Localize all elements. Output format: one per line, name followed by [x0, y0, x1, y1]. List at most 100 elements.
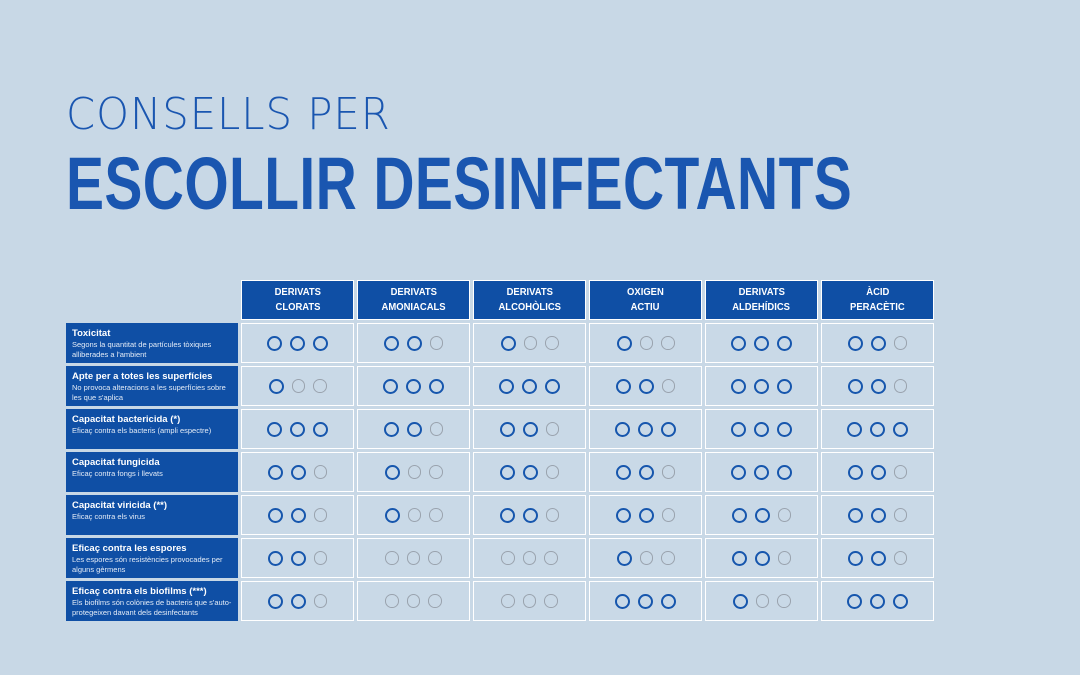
rating-circle-filled-icon [383, 335, 399, 351]
rating-cell [589, 409, 702, 449]
rating-circle-filled-icon [290, 464, 306, 480]
rating-circle-filled-icon [661, 421, 676, 437]
rating-cell [473, 323, 586, 363]
rating-circle-filled-icon [847, 507, 863, 523]
column-header-line2: CLORATS [275, 301, 320, 313]
table-row: Eficaç contra les espores Les espores só… [66, 538, 937, 578]
rating-circle-filled-icon [616, 550, 632, 566]
row-label: Capacitat bactericida (*) Eficaç contra … [66, 409, 238, 449]
rating-cell [589, 452, 702, 492]
rating-circle-filled-icon [847, 335, 863, 351]
row-description: Segons la quantitat de partícules tòxiqu… [72, 340, 212, 359]
rating-circle-filled-icon [500, 335, 516, 351]
rating-circle-filled-icon [754, 550, 770, 566]
rating-cell [589, 366, 702, 406]
table-row: Capacitat fungicida Eficaç contra fongs … [66, 452, 937, 492]
rating-circle-empty-icon [661, 465, 676, 479]
row-label: Eficaç contra els biofilms (***) Els bio… [66, 581, 238, 621]
row-title: Toxicitat [72, 328, 111, 339]
row-description: Els biofilms són colònies de bacteris qu… [72, 598, 232, 617]
rating-cell [705, 495, 818, 535]
row-title: Eficaç contra els biofilms (***) [72, 586, 207, 597]
page-title: CONSELLS PER ESCOLLIR DESINFECTANTS [66, 90, 1080, 224]
rating-circle-filled-icon [870, 507, 886, 523]
rating-cell [589, 495, 702, 535]
rating-cell [821, 452, 934, 492]
rating-cell [705, 366, 818, 406]
column-header: DERIVATS ALCOHÒLICS [473, 280, 586, 320]
rating-circle-empty-icon [522, 551, 537, 565]
title-line-2: ESCOLLIR DESINFECTANTS [66, 142, 853, 225]
rating-circle-filled-icon [384, 507, 400, 523]
rating-cell [589, 581, 702, 621]
column-header-line1: DERIVATS [738, 286, 785, 298]
rating-circle-filled-icon [731, 421, 746, 437]
rating-circle-filled-icon [290, 335, 305, 351]
rating-circle-filled-icon [267, 550, 283, 566]
rating-circle-empty-icon [893, 508, 908, 522]
rating-circle-filled-icon [777, 378, 792, 394]
rating-circle-filled-icon [406, 421, 422, 437]
rating-circle-filled-icon [777, 421, 792, 437]
title-line-1: CONSELLS PER [66, 89, 391, 140]
rating-circle-empty-icon [428, 551, 442, 565]
rating-circle-empty-icon [429, 465, 443, 479]
rating-circle-empty-icon [313, 594, 328, 608]
rating-circle-filled-icon [615, 593, 630, 609]
rating-circle-empty-icon [523, 336, 537, 350]
column-header: DERIVATS CLORATS [241, 280, 354, 320]
rating-cell [705, 538, 818, 578]
rating-cell [473, 366, 586, 406]
column-header-line1: OXIGEN [627, 286, 664, 298]
column-header-line2: ALDEHÍDICS [732, 301, 791, 313]
table-row: Toxicitat Segons la quantitat de partícu… [66, 323, 937, 363]
row-label: Capacitat fungicida Eficaç contra fongs … [66, 452, 238, 492]
rating-circle-empty-icon [545, 465, 560, 479]
rating-cell [821, 495, 934, 535]
column-header-line2: AMONIACALS [381, 301, 446, 313]
rating-circle-empty-icon [291, 379, 305, 393]
rating-cell [705, 323, 818, 363]
rating-cell [473, 409, 586, 449]
rating-cell [705, 452, 818, 492]
column-header-line2: PERACÈTIC [850, 301, 905, 313]
rating-cell [357, 581, 470, 621]
rating-circle-empty-icon [661, 336, 675, 350]
rating-circle-filled-icon [870, 593, 885, 609]
table-row: Apte per a totes les superfícies No prov… [66, 366, 937, 406]
rating-circle-filled-icon [313, 335, 328, 351]
rating-cell [241, 495, 354, 535]
rating-circle-filled-icon [777, 335, 792, 351]
rating-circle-empty-icon [661, 379, 676, 393]
row-label: Eficaç contra les espores Les espores só… [66, 538, 238, 578]
rating-circle-filled-icon [545, 378, 560, 394]
rating-circle-filled-icon [290, 593, 306, 609]
rating-cell [589, 538, 702, 578]
rating-circle-filled-icon [383, 421, 399, 437]
rating-circle-filled-icon [638, 464, 654, 480]
rating-circle-empty-icon [661, 551, 675, 565]
table-row: Capacitat bactericida (*) Eficaç contra … [66, 409, 937, 449]
rating-circle-filled-icon [267, 421, 282, 437]
column-header: DERIVATS ALDEHÍDICS [705, 280, 818, 320]
rating-circle-empty-icon [545, 508, 560, 522]
rating-cell [821, 581, 934, 621]
rating-cell [589, 323, 702, 363]
rating-cell [821, 323, 934, 363]
rating-circle-empty-icon [777, 594, 791, 608]
rating-cell [357, 495, 470, 535]
rating-circle-filled-icon [754, 378, 769, 394]
rating-circle-filled-icon [267, 507, 283, 523]
rating-circle-filled-icon [499, 507, 515, 523]
column-header: DERIVATS AMONIACALS [357, 280, 470, 320]
rating-circle-filled-icon [615, 421, 630, 437]
rating-circle-filled-icon [429, 378, 444, 394]
rating-circle-filled-icon [661, 593, 676, 609]
rating-circle-filled-icon [406, 335, 422, 351]
rating-circle-filled-icon [290, 421, 305, 437]
rating-circle-empty-icon [407, 508, 421, 522]
rating-circle-filled-icon [268, 378, 284, 394]
row-description: Les espores són resistències provocades … [72, 555, 223, 574]
column-header: ÀCID PERACÈTIC [821, 280, 934, 320]
rating-cell [705, 409, 818, 449]
